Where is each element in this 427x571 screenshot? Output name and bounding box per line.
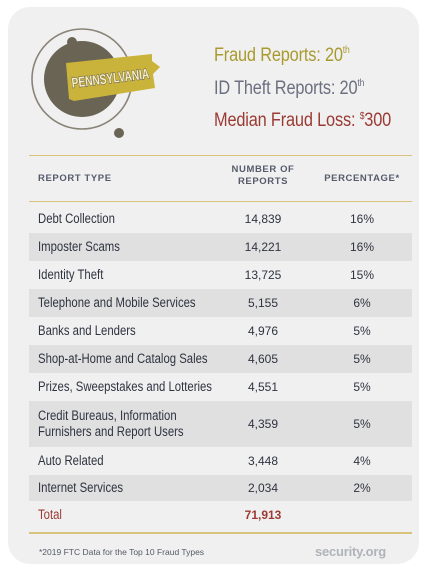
row-number: 4,976: [247, 324, 279, 338]
row-type: Debt Collection: [38, 211, 115, 226]
median-fraud-loss: Median Fraud Loss: $300: [214, 110, 392, 131]
total-number: 71,913: [244, 507, 282, 522]
row-number: 2,034: [247, 481, 279, 495]
table-row: Internet Services 2,034 2%: [29, 475, 412, 501]
table-header: REPORT TYPE NUMBER OF REPORTS PERCENTAGE…: [29, 155, 412, 202]
row-type: Banks and Lenders: [38, 323, 136, 338]
headline-stats: Fraud Reports: 20th ID Theft Reports: 20…: [214, 34, 414, 133]
row-type: Internet Services: [38, 480, 124, 495]
table-row: Telephone and Mobile Services 5,155 6%: [29, 289, 412, 317]
orbit-dot-top: [67, 37, 77, 47]
table-row: Prizes, Sweepstakes and Lotteries 4,551 …: [29, 373, 412, 401]
row-type: Shop-at-Home and Catalog Sales: [38, 351, 208, 366]
row-number: 3,448: [247, 454, 279, 468]
row-type: Imposter Scams: [38, 239, 120, 254]
row-number: 13,725: [244, 268, 282, 282]
row-percentage: 5%: [353, 352, 371, 366]
fraud-card: PENNSYLVANIA Fraud Reports: 20th ID Thef…: [8, 7, 419, 564]
row-percentage: 5%: [353, 324, 371, 338]
row-percentage: 4%: [353, 454, 371, 468]
row-percentage: 15%: [349, 268, 375, 282]
row-type: Telephone and Mobile Services: [38, 295, 196, 310]
fraud-reports-rank: Fraud Reports: 20th: [214, 45, 350, 66]
table-row: Imposter Scams 14,221 16%: [29, 233, 412, 261]
table-row: Identity Theft 13,725 15%: [29, 261, 412, 289]
row-number: 14,221: [244, 240, 282, 254]
total-label: Total: [38, 506, 62, 522]
pennsylvania-emblem: PENNSYLVANIA: [31, 28, 160, 138]
header-report-type: REPORT TYPE: [38, 173, 112, 184]
row-type: Auto Related: [38, 453, 104, 468]
row-percentage: 6%: [353, 296, 371, 310]
row-percentage: 16%: [349, 240, 375, 254]
table-body: Debt Collection 14,839 16% Imposter Scam…: [29, 205, 412, 528]
table-row: Credit Bureaus, Information Furnishers a…: [29, 401, 412, 447]
header-percentage: PERCENTAGE*: [324, 173, 400, 184]
row-percentage: 16%: [349, 212, 375, 226]
row-number: 14,839: [244, 212, 282, 226]
id-theft-rank: ID Theft Reports: 20th: [214, 78, 365, 99]
row-type: Prizes, Sweepstakes and Lotteries: [38, 379, 212, 394]
row-type: Credit Bureaus, Information Furnishers a…: [38, 408, 184, 439]
table-row: Banks and Lenders 4,976 5%: [29, 317, 412, 345]
table-row: Auto Related 3,448 4%: [29, 447, 412, 475]
row-percentage: 5%: [353, 417, 371, 431]
state-shape: [66, 54, 160, 101]
orbit-dot-bottom: [114, 128, 124, 138]
row-number: 4,551: [247, 380, 279, 394]
row-percentage: 5%: [353, 380, 371, 394]
brand-logo: security.org: [314, 544, 386, 559]
total-row: Total 71,913: [29, 501, 412, 528]
row-number: 5,155: [247, 296, 279, 310]
footnote: *2019 FTC Data for the Top 10 Fraud Type…: [39, 547, 205, 557]
table-bottom-rule: [29, 532, 412, 534]
row-percentage: 2%: [353, 481, 371, 495]
row-type: Identity Theft: [38, 267, 104, 282]
row-number: 4,605: [247, 352, 279, 366]
header-number-of-reports: NUMBER OF REPORTS: [231, 164, 295, 187]
table-row: Debt Collection 14,839 16%: [29, 205, 412, 233]
table-row: Shop-at-Home and Catalog Sales 4,605 5%: [29, 345, 412, 373]
row-number: 4,359: [247, 417, 279, 431]
